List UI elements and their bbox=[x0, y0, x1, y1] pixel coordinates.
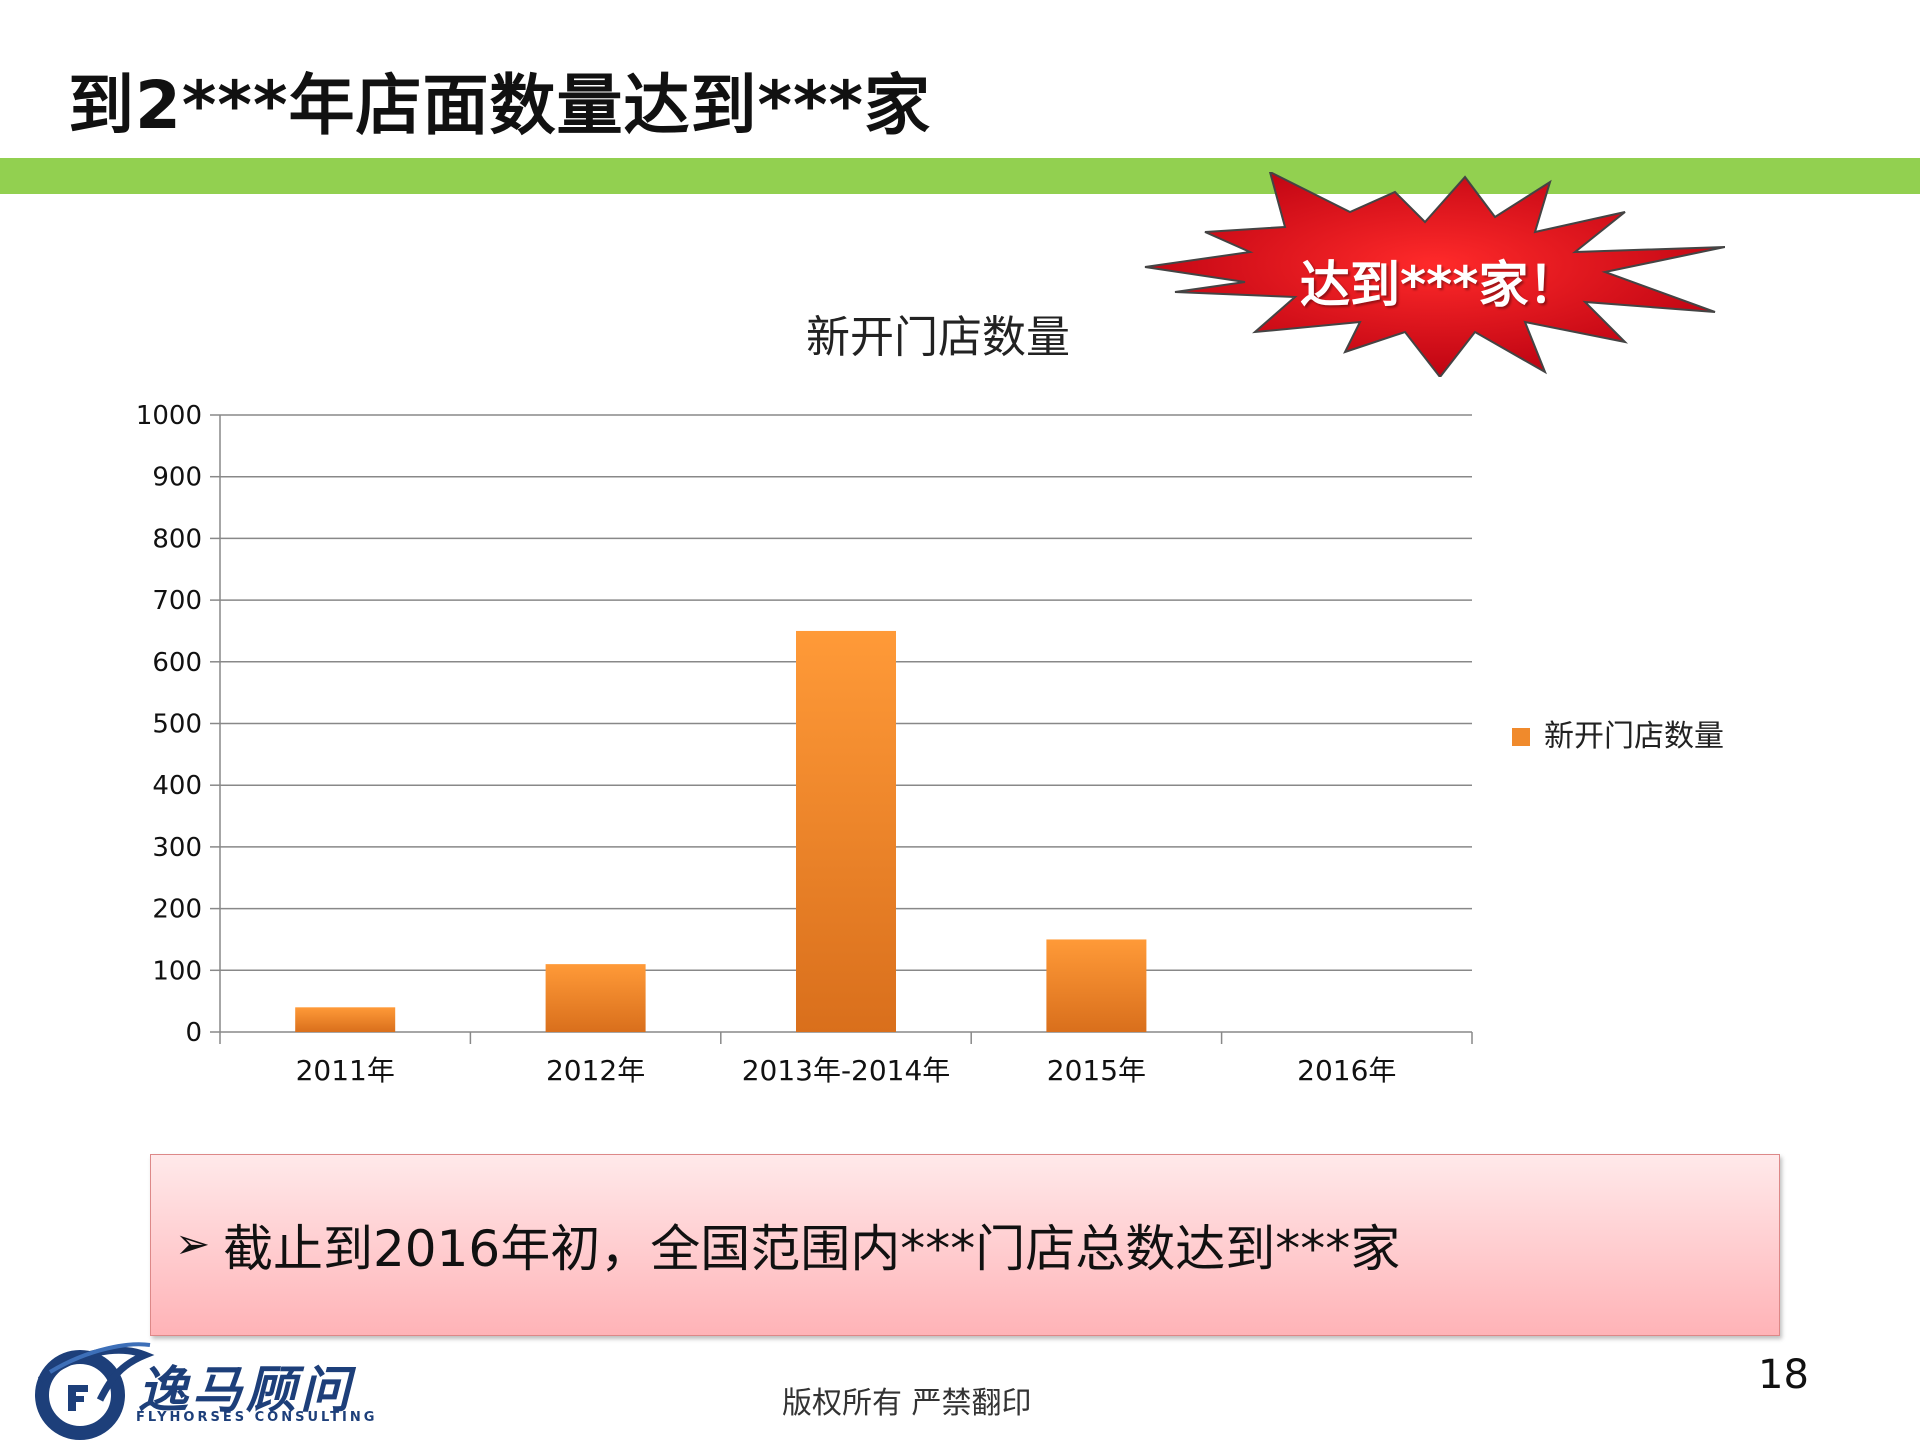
note-text: 截止到2016年初，全国范围内***门店总数达到***家 bbox=[223, 1220, 1401, 1278]
green-divider-bar bbox=[0, 158, 1920, 194]
y-tick-label: 900 bbox=[152, 463, 202, 493]
bar bbox=[295, 1007, 396, 1032]
x-tick-label: 2013年-2014年 bbox=[742, 1054, 951, 1087]
y-tick-label: 0 bbox=[185, 1018, 202, 1048]
note-box: ➢ 截止到2016年初，全国范围内***门店总数达到***家 bbox=[150, 1154, 1780, 1336]
bar bbox=[796, 630, 896, 1032]
x-tick-label: 2011年 bbox=[296, 1054, 395, 1087]
logo-name: 逸马顾问 bbox=[138, 1361, 354, 1419]
y-tick-label: 700 bbox=[152, 586, 202, 616]
y-tick-label: 1000 bbox=[136, 401, 202, 431]
y-tick-label: 200 bbox=[152, 895, 202, 925]
x-tick-label: 2016年 bbox=[1297, 1054, 1396, 1087]
y-tick-label: 100 bbox=[152, 956, 202, 986]
legend-swatch bbox=[1512, 728, 1530, 746]
legend-label: 新开门店数量 bbox=[1544, 719, 1724, 754]
slide-title: 到2***年店面数量达到***家 bbox=[68, 67, 932, 144]
copyright-footer: 版权所有 严禁翻印 bbox=[782, 1386, 1032, 1421]
x-tick-label: 2012年 bbox=[546, 1054, 645, 1087]
x-tick-label: 2015年 bbox=[1047, 1054, 1146, 1087]
bar bbox=[545, 964, 646, 1032]
y-tick-label: 500 bbox=[152, 710, 202, 740]
y-tick-label: 300 bbox=[152, 833, 202, 863]
y-tick-label: 400 bbox=[152, 771, 202, 801]
starburst-badge bbox=[1144, 172, 1725, 377]
logo-mark-icon bbox=[35, 1342, 155, 1440]
bar bbox=[1046, 939, 1147, 1032]
arrow-bullet-icon: ➢ bbox=[175, 1219, 211, 1268]
bar-chart: 新开门店数量 0 100 200 300 400 500 600 700 800 900 1000 20… bbox=[136, 312, 1724, 1087]
chart-title: 新开门店数量 bbox=[806, 312, 1070, 363]
page-number: 18 bbox=[1758, 1352, 1809, 1398]
starburst-shape bbox=[1144, 172, 1725, 377]
starburst-text: 达到***家！ bbox=[1300, 256, 1579, 314]
logo-subtitle: FLYHORSES CONSULTING bbox=[136, 1410, 378, 1425]
y-tick-label: 600 bbox=[152, 648, 202, 678]
y-tick-label: 800 bbox=[152, 524, 202, 554]
